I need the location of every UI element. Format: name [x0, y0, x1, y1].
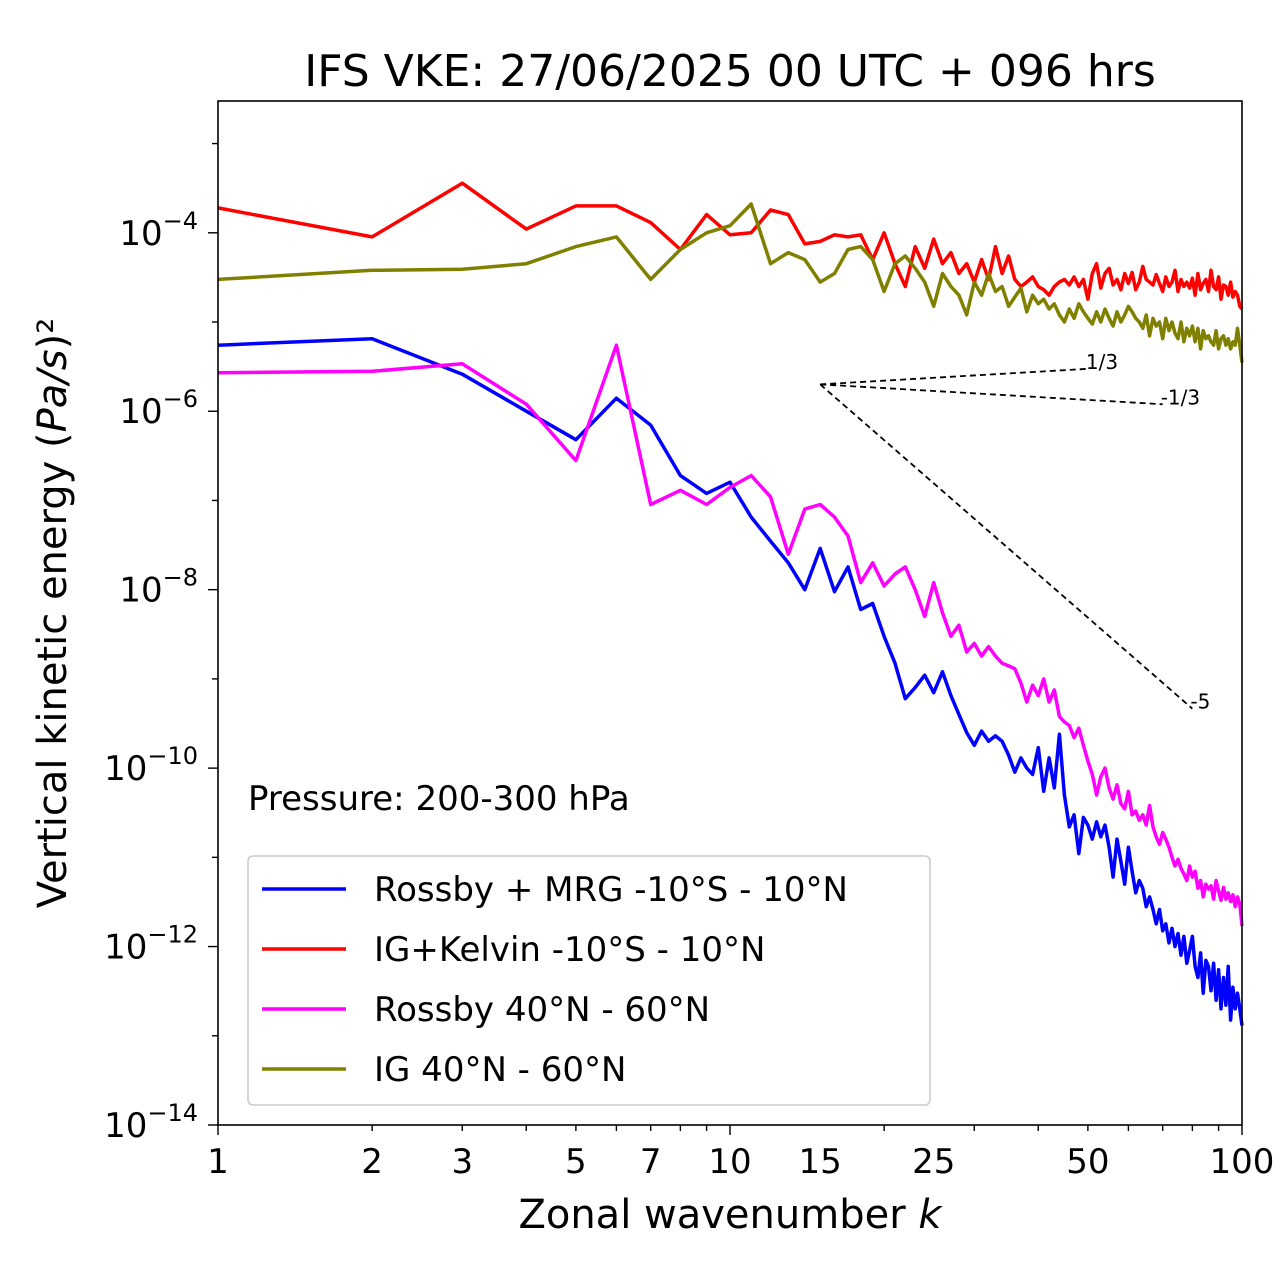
legend-label-1: Rossby + MRG -10°S - 10°N	[374, 870, 848, 910]
y-tick-label-exponent: −4	[163, 207, 198, 235]
x-tick-label-15: 15	[799, 1142, 842, 1182]
y-axis-label-part-1: Vertical kinetic energy (	[30, 432, 76, 908]
x-tick-label-7: 7	[640, 1142, 662, 1182]
legend-box	[247, 855, 931, 1106]
y-tick-label-base: 10	[119, 214, 162, 254]
y-tick-label-exponent: −12	[147, 921, 198, 949]
reference-line-1	[820, 367, 1088, 386]
x-axis-label: Zonal wavenumber k	[518, 1192, 943, 1238]
y-tick-label-base: 10	[119, 571, 162, 611]
y-axis-label: Vertical kinetic energy (Pa/s)²	[30, 318, 76, 908]
y-tick-label-exponent: −6	[163, 385, 198, 413]
reference-line-label-3: -5	[1190, 690, 1210, 714]
legend-label-4: IG 40°N - 60°N	[374, 1050, 626, 1090]
legend: Rossby + MRG -10°S - 10°N IG+Kelvin -10°S…	[247, 855, 931, 1106]
series-line-4	[217, 202, 1244, 363]
x-tick-label-100: 100	[1210, 1142, 1275, 1182]
legend-label-3: Rossby 40°N - 60°N	[374, 990, 710, 1030]
x-tick-label-50: 50	[1066, 1142, 1109, 1182]
y-tick-label-base: 10	[104, 749, 147, 789]
y-tick-label-3: 10−8	[119, 564, 198, 611]
y-tick-label-exponent: −10	[147, 742, 198, 770]
y-tick-label-exponent: −14	[147, 1099, 198, 1127]
y-tick-label-5: 10−4	[119, 207, 198, 254]
x-axis-label-k: k	[918, 1192, 943, 1238]
x-tick-label-3: 3	[451, 1142, 473, 1182]
y-tick-label-4: 10−6	[119, 385, 198, 432]
x-tick-label-5: 5	[565, 1142, 587, 1182]
y-tick-label-1: 10−12	[104, 921, 198, 968]
x-tick-label-10: 10	[708, 1142, 751, 1182]
reference-line-label-1: 1/3	[1086, 350, 1118, 374]
series-line-3	[217, 343, 1244, 927]
y-tick-label-base: 10	[104, 1106, 147, 1146]
y-tick-label-0: 10−14	[104, 1099, 198, 1146]
x-tick-label-1: 1	[207, 1142, 229, 1182]
x-tick-label-25: 25	[912, 1142, 955, 1182]
y-tick-label-2: 10−10	[104, 742, 198, 789]
plot-area: 1/3 -1/3 -5 Pressure: 200-300 hPa	[217, 181, 1244, 1026]
y-tick-label-base: 10	[119, 392, 162, 432]
chart-title: IFS VKE: 27/06/2025 00 UTC + 096 hrs	[304, 46, 1156, 97]
series-layer	[217, 181, 1244, 1026]
y-tick-label-base: 10	[104, 928, 147, 968]
x-axis-label-text: Zonal wavenumber	[518, 1192, 918, 1238]
series-line-1	[217, 336, 1244, 1026]
series-line-2	[217, 181, 1244, 311]
x-axis: 1 2 3 5 7 10 15 25 50 100	[207, 1125, 1274, 1182]
reference-line-2	[820, 383, 1163, 406]
pressure-annotation: Pressure: 200-300 hPa	[248, 779, 630, 819]
legend-label-2: IG+Kelvin -10°S - 10°N	[374, 930, 765, 970]
y-axis-label-part-2: Pa/s	[30, 349, 76, 432]
reference-line-label-2: -1/3	[1161, 385, 1200, 409]
y-axis-label-part-3: )²	[30, 318, 76, 350]
reference-line-3	[819, 383, 1193, 710]
reference-lines: 1/3 -1/3 -5	[819, 350, 1210, 714]
y-tick-label-exponent: −8	[163, 564, 198, 592]
x-tick-label-2: 2	[361, 1142, 383, 1182]
